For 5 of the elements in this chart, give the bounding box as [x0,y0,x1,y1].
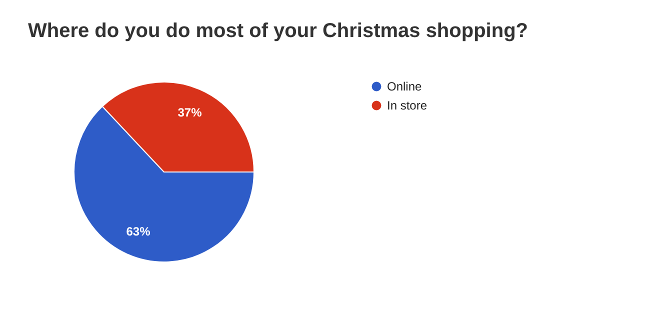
data-label: 37% [178,106,202,120]
chart-title: Where do you do most of your Christmas shopping? [28,20,528,42]
data-label: 63% [126,224,151,238]
legend-label: In store [387,98,428,112]
legend-label: Online [387,80,422,94]
